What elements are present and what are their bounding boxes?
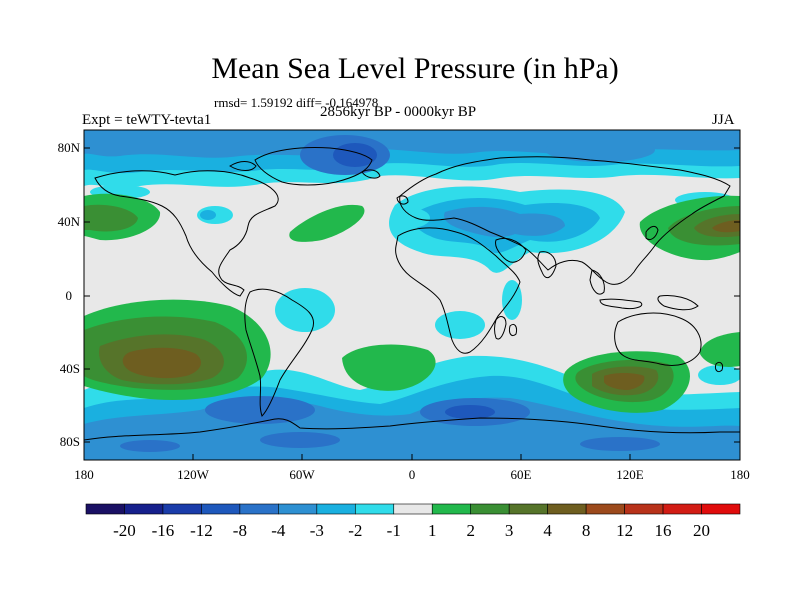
colorbar-box [316, 503, 356, 515]
colorbar-box [585, 503, 625, 515]
colorbar: -20 -16 -12 -8 -4 -3 -2 -1 1 2 3 4 8 12 16 20 [85, 503, 741, 540]
period-label: 2856kyr BP - 0000kyr BP [320, 104, 477, 120]
lon-label: 60W [289, 467, 315, 482]
colorbar-label: -1 [387, 521, 401, 540]
colorbar-box [508, 503, 548, 515]
high-pressure-regions [84, 193, 740, 413]
axis-ticks [83, 147, 741, 460]
colorbar-label: -20 [113, 521, 136, 540]
colorbar-label: 12 [616, 521, 633, 540]
map-field [84, 130, 740, 460]
colorbar-box [547, 503, 587, 515]
colorbar-box [162, 503, 202, 515]
lon-label: 180 [74, 467, 94, 482]
colorbar-box [701, 503, 741, 515]
colorbar-label: -12 [190, 521, 213, 540]
colorbar-label: 16 [655, 521, 672, 540]
colorbar-label: -8 [233, 521, 247, 540]
colorbar-box [354, 503, 395, 515]
lat-label: 80S [60, 434, 80, 449]
lat-label: 40N [58, 214, 81, 229]
colorbar-box [624, 503, 664, 515]
map-title: Mean Sea Level Pressure (in hPa) [211, 52, 619, 85]
season-label: JJA [712, 112, 735, 128]
colorbar-label: 2 [466, 521, 475, 540]
colorbar-box [239, 503, 279, 515]
colorbar-label: -4 [271, 521, 286, 540]
colorbar-label: -16 [152, 521, 175, 540]
colorbar-box [431, 503, 472, 515]
lat-label: 0 [66, 288, 73, 303]
colorbar-label: 3 [505, 521, 514, 540]
colorbar-box [201, 503, 241, 515]
colorbar-label: 20 [693, 521, 710, 540]
colorbar-box [662, 503, 702, 515]
colorbar-box [278, 503, 318, 515]
lat-label: 80N [58, 140, 81, 155]
colorbar-label: 8 [582, 521, 591, 540]
colorbar-label: 4 [543, 521, 552, 540]
lon-label: 0 [409, 467, 416, 482]
colorbar-label: 1 [428, 521, 437, 540]
lon-label: 120E [616, 467, 644, 482]
coastlines [84, 147, 740, 441]
lon-label: 120W [177, 467, 210, 482]
eurasian-low-region [389, 186, 625, 273]
colorbar-box [393, 503, 433, 515]
colorbar-label: -3 [310, 521, 324, 540]
arctic-low-region [84, 130, 740, 188]
lon-label: 60E [511, 467, 532, 482]
colorbar-box [470, 503, 510, 515]
colorbar-box [124, 503, 164, 515]
colorbar-box [85, 503, 125, 515]
lat-label: 40S [60, 361, 80, 376]
lon-label: 180 [730, 467, 750, 482]
colorbar-label: -2 [348, 521, 362, 540]
experiment-label: Expt = teWTY-tevta1 [82, 112, 212, 128]
rmsd-diff-stats: rmsd= 1.59192 diff= -0.164978 [214, 95, 379, 110]
